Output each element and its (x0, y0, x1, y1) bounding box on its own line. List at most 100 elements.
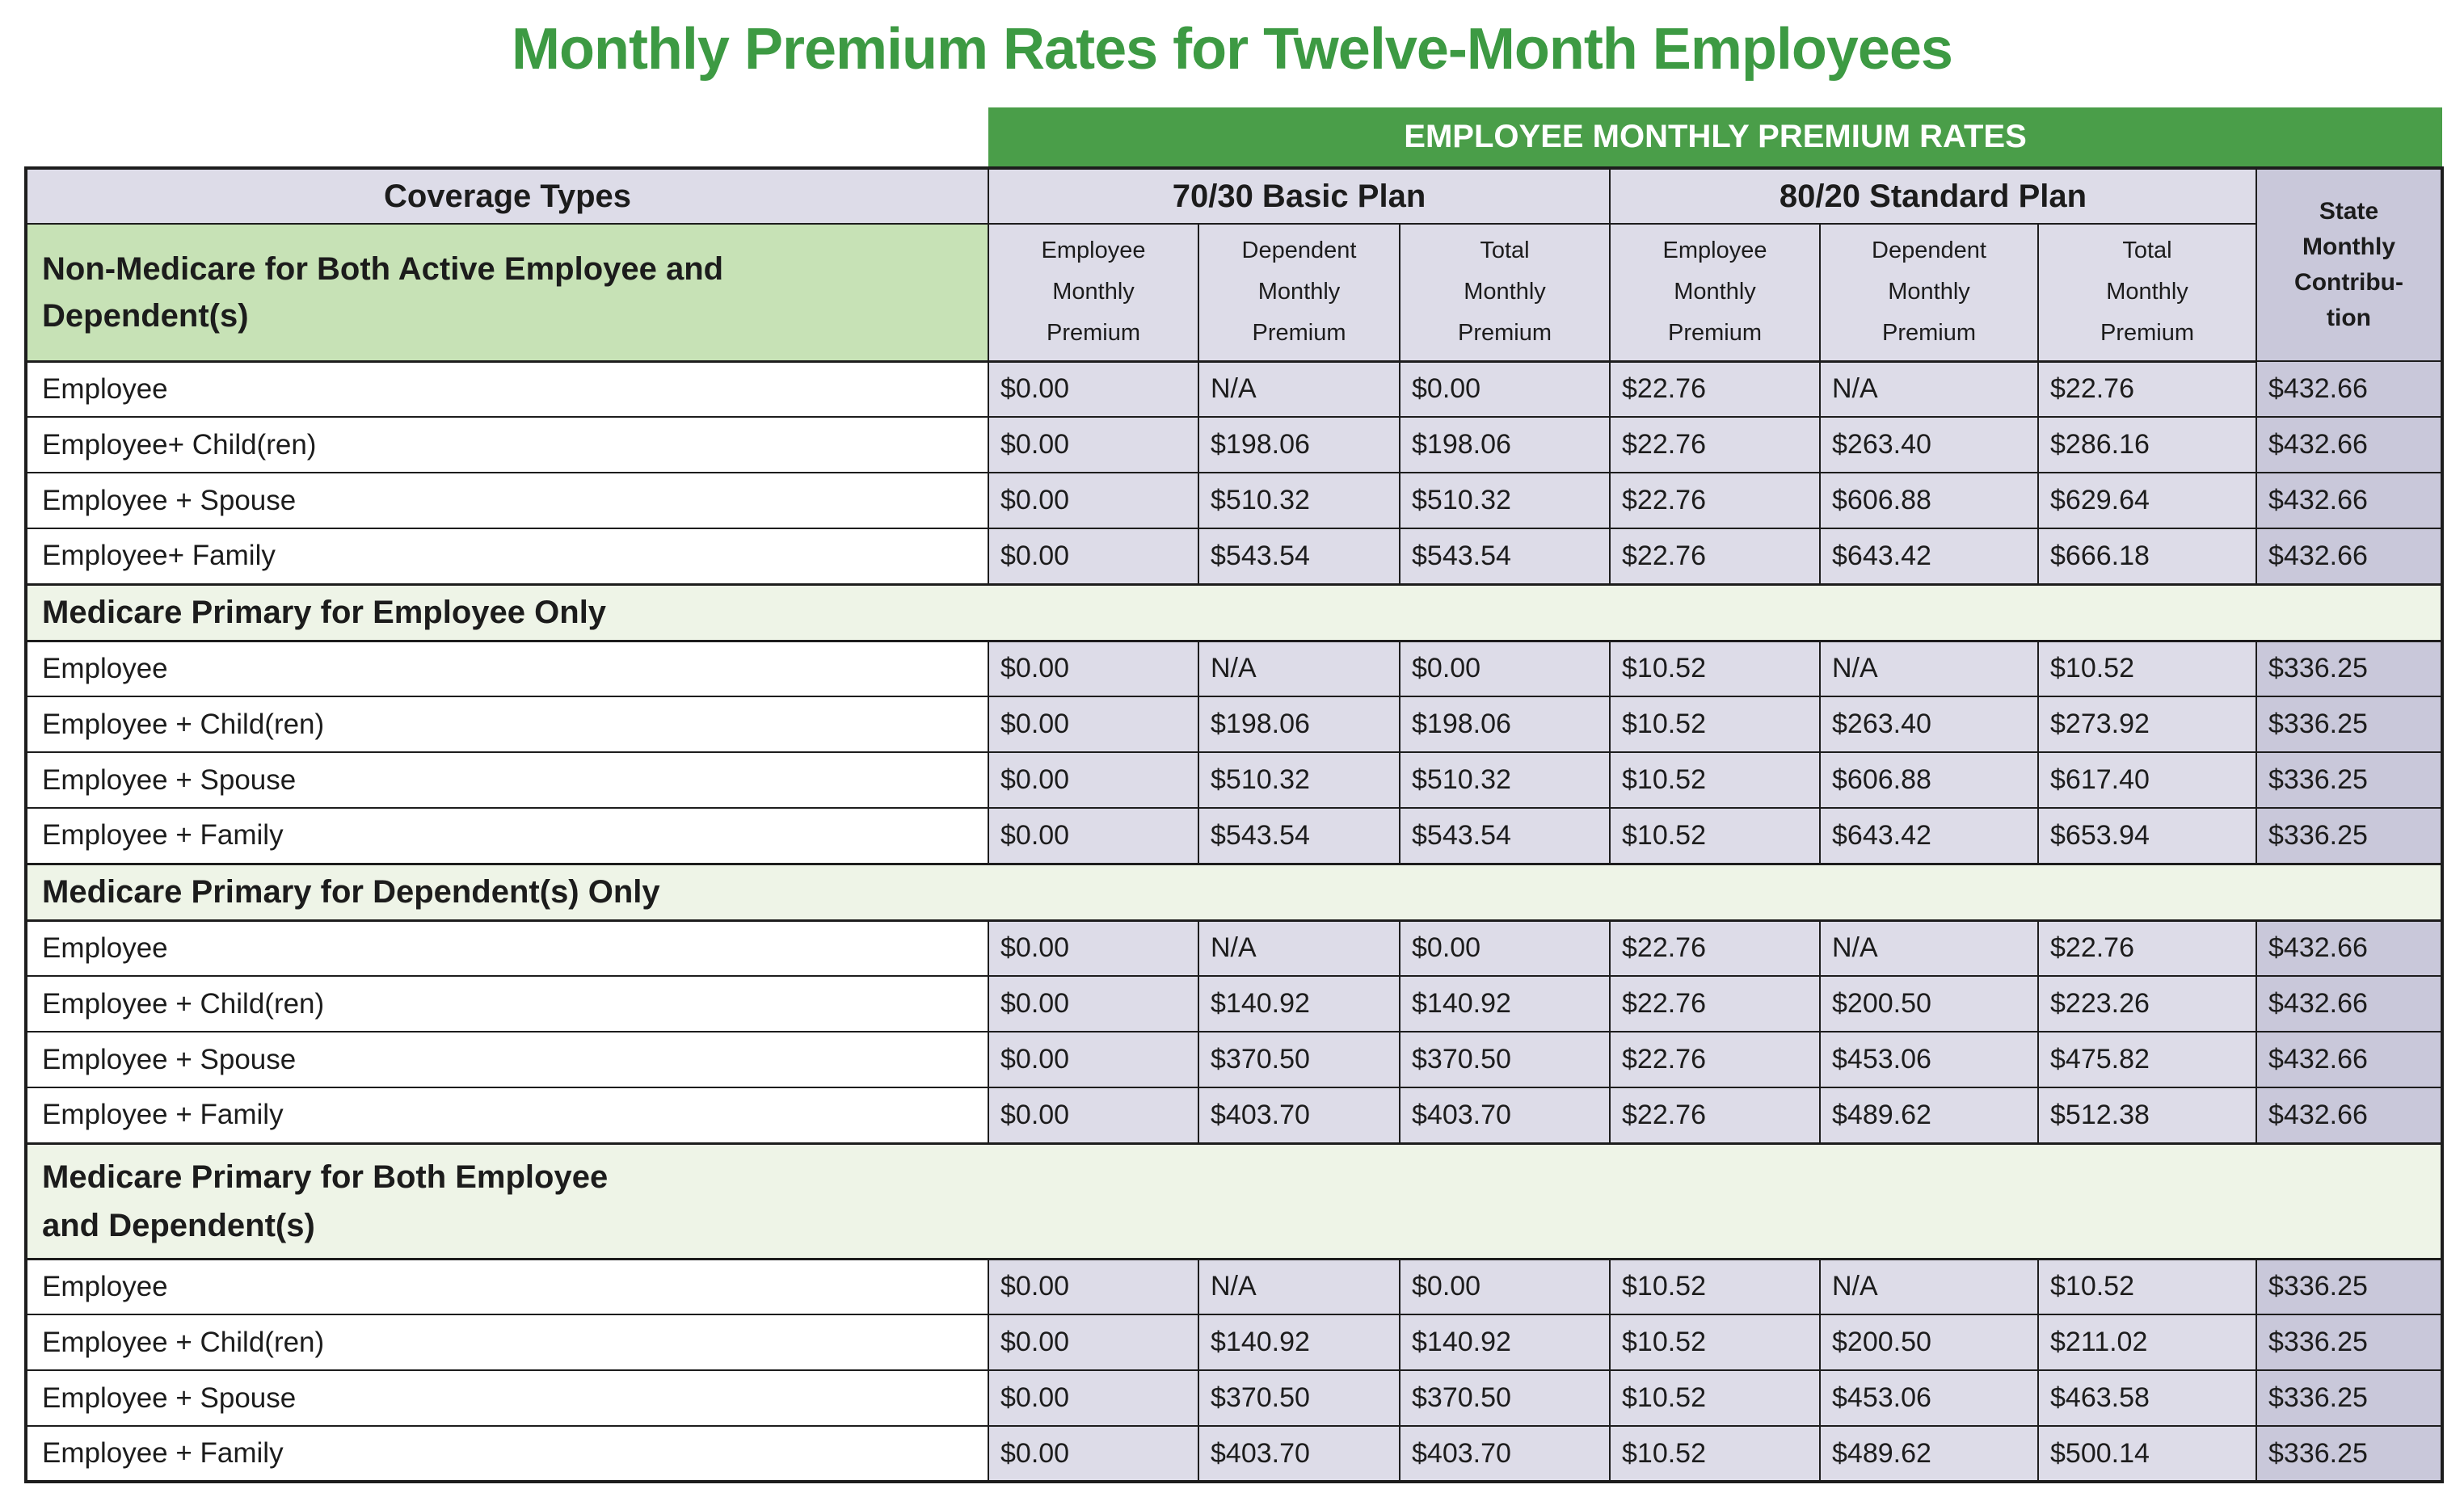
subheader-8020-total-monthly-premium: Total Monthly Premium (2037, 223, 2257, 363)
premium-value-cell: $510.32 (1399, 472, 1611, 529)
table-row: Employee + Family $0.00 $403.70 $403.70 $22.… (24, 1087, 2445, 1144)
table-row: Employee $0.00 N/A $0.00 $22.76 N/A $22.76 $432… (24, 360, 2445, 418)
premium-value-cell: $263.40 (1819, 696, 2039, 753)
table-row: Employee + Spouse $0.00 $510.32 $510.32 $22.… (24, 472, 2445, 529)
premium-value-cell: $510.32 (1399, 751, 1611, 809)
coverage-type-cell: Employee (24, 919, 989, 977)
premium-value-cell: $198.06 (1399, 416, 1611, 473)
table-row: Employee + Child(ren) $0.00 $140.92 $140.92… (24, 975, 2445, 1032)
premium-value-cell: $198.06 (1198, 416, 1400, 473)
premium-value-cell: $370.50 (1399, 1369, 1611, 1427)
subheader-7030-dependent-monthly-premium: Dependent Monthly Premium (1198, 223, 1400, 363)
premium-value-cell: $489.62 (1819, 1425, 2039, 1483)
premium-value-cell: $10.52 (1609, 751, 1821, 809)
premium-value-cell: $666.18 (2037, 528, 2257, 585)
premium-rates-table: EMPLOYEE MONTHLY PREMIUM RATES Coverage … (23, 107, 2445, 1483)
premium-value-cell: $0.00 (988, 1258, 1199, 1315)
premium-value-cell: $0.00 (1399, 640, 1611, 697)
coverage-type-cell: Employee+ Family (24, 528, 989, 585)
premium-value-cell: N/A (1198, 640, 1400, 697)
premium-value-cell: $22.76 (2037, 919, 2257, 977)
state-contribution-cell: $336.25 (2255, 1369, 2445, 1427)
state-contribution-cell: $336.25 (2255, 807, 2445, 864)
premium-value-cell: $617.40 (2037, 751, 2257, 809)
premium-value-cell: N/A (1819, 919, 2039, 977)
section-band-label: Medicare Primary for Dependent(s) Only (23, 862, 2445, 922)
table-row: Employee + Family $0.00 $543.54 $543.54 $10.… (24, 807, 2445, 864)
table-row: Employee + Child(ren) $0.00 $198.06 $198.06… (24, 696, 2445, 753)
coverage-type-cell: Employee + Family (24, 1425, 989, 1483)
table-row: Employee + Spouse $0.00 $510.32 $510.32 $10.… (24, 751, 2445, 809)
premium-value-cell: $0.00 (988, 696, 1199, 753)
banner-spacer (26, 107, 988, 168)
premium-value-cell: $512.38 (2037, 1087, 2257, 1144)
coverage-type-cell: Employee + Spouse (24, 751, 989, 809)
section-non-medicare-label: Non-Medicare for Both Active Employee an… (24, 223, 989, 363)
premium-value-cell: $140.92 (1399, 975, 1611, 1032)
premium-value-cell: $0.00 (988, 975, 1199, 1032)
table-row: Employee + Spouse $0.00 $370.50 $370.50 $10.… (24, 1369, 2445, 1427)
premium-value-cell: $543.54 (1198, 807, 1400, 864)
state-monthly-contribution-header: State Monthly Contribu-tion (2255, 166, 2445, 362)
premium-value-cell: $0.00 (988, 360, 1199, 418)
coverage-type-cell: Employee + Spouse (24, 472, 989, 529)
premium-value-cell: N/A (1819, 360, 2039, 418)
premium-value-cell: N/A (1819, 1258, 2039, 1315)
premium-value-cell: $0.00 (1399, 360, 1611, 418)
table-row: Employee + Child(ren) $0.00 $140.92 $140.92… (24, 1314, 2445, 1371)
coverage-type-cell: Employee + Spouse (24, 1031, 989, 1088)
banner-row: EMPLOYEE MONTHLY PREMIUM RATES (26, 107, 2443, 168)
premium-value-cell: N/A (1198, 1258, 1400, 1315)
premium-value-cell: $370.50 (1198, 1369, 1400, 1427)
premium-value-cell: $22.76 (1609, 528, 1821, 585)
premium-value-cell: $453.06 (1819, 1369, 2039, 1427)
table-row: Employee $0.00 N/A $0.00 $22.76 N/A $22.76 $432… (24, 919, 2445, 977)
state-contribution-cell: $432.66 (2255, 472, 2445, 529)
coverage-types-header: Coverage Types (24, 166, 989, 225)
premium-value-cell: $370.50 (1399, 1031, 1611, 1088)
state-contribution-cell: $432.66 (2255, 975, 2445, 1032)
coverage-type-cell: Employee (24, 360, 989, 418)
premium-value-cell: $0.00 (988, 416, 1199, 473)
section-band-row: Medicare Primary for Employee Only (23, 582, 2445, 642)
premium-value-cell: $629.64 (2037, 472, 2257, 529)
premium-value-cell: $0.00 (1399, 1258, 1611, 1315)
state-contribution-cell: $432.66 (2255, 528, 2445, 585)
premium-value-cell: $22.76 (1609, 1087, 1821, 1144)
premium-value-cell: $200.50 (1819, 975, 2039, 1032)
premium-value-cell: $0.00 (988, 919, 1199, 977)
premium-value-cell: $606.88 (1819, 472, 2039, 529)
premium-value-cell: $10.52 (1609, 1425, 1821, 1483)
premium-value-cell: $510.32 (1198, 751, 1400, 809)
premium-value-cell: $403.70 (1399, 1087, 1611, 1144)
section-band-label: Medicare Primary for Both Employee and De… (23, 1142, 2445, 1260)
state-contribution-cell: $432.66 (2255, 919, 2445, 977)
premium-value-cell: $453.06 (1819, 1031, 2039, 1088)
premium-value-cell: $0.00 (988, 1369, 1199, 1427)
premium-value-cell: N/A (1198, 360, 1400, 418)
table-body: EMPLOYEE MONTHLY PREMIUM RATES Coverage … (23, 107, 2445, 1483)
premium-value-cell: $543.54 (1399, 528, 1611, 585)
premium-value-cell: $140.92 (1399, 1314, 1611, 1371)
section-band-label: Medicare Primary for Employee Only (23, 582, 2445, 642)
table-row: Employee + Family $0.00 $403.70 $403.70 $10.… (24, 1425, 2445, 1483)
premium-value-cell: $10.52 (1609, 1258, 1821, 1315)
premium-value-cell: $22.76 (1609, 919, 1821, 977)
premium-value-cell: $510.32 (1198, 472, 1400, 529)
premium-value-cell: $463.58 (2037, 1369, 2257, 1427)
premium-value-cell: $0.00 (988, 1314, 1199, 1371)
coverage-type-cell: Employee + Child(ren) (24, 696, 989, 753)
state-contribution-cell: $336.25 (2255, 751, 2445, 809)
premium-value-cell: $286.16 (2037, 416, 2257, 473)
state-contribution-cell: $336.25 (2255, 640, 2445, 697)
state-contribution-cell: $432.66 (2255, 1087, 2445, 1144)
premium-value-cell: $0.00 (988, 1087, 1199, 1144)
plan-80-20-header: 80/20 Standard Plan (1609, 166, 2257, 225)
premium-value-cell: $10.52 (1609, 1314, 1821, 1371)
premium-value-cell: $22.76 (1609, 975, 1821, 1032)
coverage-type-cell: Employee + Child(ren) (24, 975, 989, 1032)
premium-value-cell: $606.88 (1819, 751, 2039, 809)
premium-value-cell: $10.52 (1609, 640, 1821, 697)
state-contribution-cell: $336.25 (2255, 696, 2445, 753)
premium-value-cell: $403.70 (1198, 1087, 1400, 1144)
